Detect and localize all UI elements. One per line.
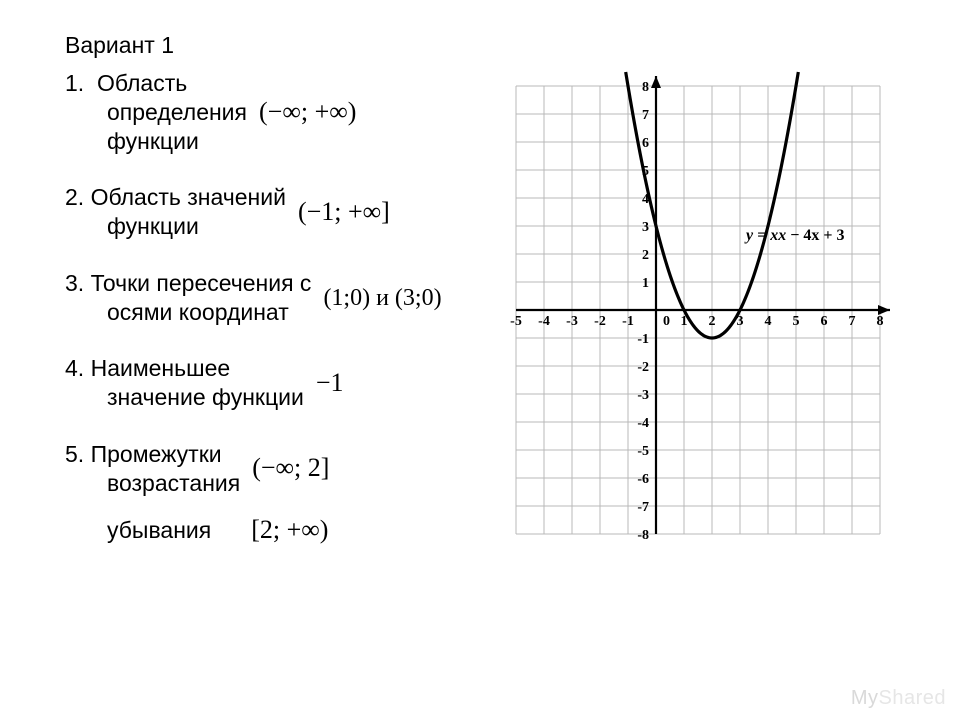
item-1-line0: Область: [97, 70, 187, 96]
item-1-num: 1.: [65, 70, 84, 96]
svg-text:8: 8: [642, 80, 649, 95]
item-3-num: 3.: [65, 270, 84, 296]
item-5-num: 5.: [65, 441, 84, 467]
svg-text:-5: -5: [510, 314, 522, 329]
watermark-shared: Shared: [879, 687, 947, 709]
svg-text:y = xx − 4x + 3: y = xx − 4x + 3: [744, 227, 844, 244]
item-5-formula: (−∞; 2]: [252, 452, 329, 485]
item-3-line1: осями координат: [65, 298, 311, 327]
svg-text:-5: -5: [637, 444, 649, 459]
item-4: 4. Наименьшее значение функции −1: [65, 354, 485, 412]
item-5-text: 5. Промежутки возрастания: [65, 440, 240, 498]
item-4-text: 4. Наименьшее значение функции: [65, 354, 304, 412]
svg-text:-6: -6: [637, 472, 649, 487]
svg-text:-2: -2: [594, 314, 606, 329]
watermark-my: My: [851, 687, 879, 709]
item-2-text: 2. Область значений функции: [65, 183, 286, 241]
item-4-line0: Наименьшее: [91, 355, 231, 381]
svg-text:-8: -8: [637, 528, 649, 543]
item-2: 2. Область значений функции (−1; +∞]: [65, 183, 485, 241]
item-3-formula: (1;0) и (3;0): [323, 283, 441, 313]
item-2-line1: функции: [65, 212, 286, 241]
sub-item: убывания [2; +∞): [65, 515, 485, 545]
svg-text:2: 2: [709, 314, 716, 329]
text-column: Вариант 1 1. Область определения функции…: [65, 32, 485, 545]
item-5-line1: возрастания: [65, 469, 240, 498]
svg-text:-2: -2: [637, 360, 649, 375]
svg-text:7: 7: [642, 108, 649, 123]
svg-text:2: 2: [642, 248, 649, 263]
item-1-formula: (−∞; +∞): [259, 96, 356, 129]
svg-text:-1: -1: [622, 314, 634, 329]
item-4-formula: −1: [316, 367, 344, 400]
item-4-line1: значение функции: [65, 383, 304, 412]
item-1-line2: функции: [65, 127, 247, 156]
item-1: 1. Область определения функции (−∞; +∞): [65, 69, 485, 155]
page: Вариант 1 1. Область определения функции…: [0, 0, 960, 720]
item-3: 3. Точки пересечения с осями координат (…: [65, 269, 485, 327]
watermark: MyShared: [851, 687, 946, 710]
svg-text:5: 5: [793, 314, 800, 329]
item-2-line0: Область значений: [91, 184, 286, 210]
variant-title: Вариант 1: [65, 32, 485, 59]
item-3-line0: Точки пересечения с: [91, 270, 312, 296]
item-1-text: 1. Область определения функции: [65, 69, 247, 155]
svg-text:-4: -4: [538, 314, 550, 329]
item-1-line1: определения: [65, 98, 247, 127]
svg-text:-1: -1: [637, 332, 649, 347]
svg-text:-3: -3: [637, 388, 649, 403]
chart: -5-4-3-2-112345678012345678-1-2-3-4-5-6-…: [500, 70, 896, 550]
svg-text:-7: -7: [637, 500, 649, 515]
svg-text:6: 6: [642, 136, 649, 151]
item-5: 5. Промежутки возрастания (−∞; 2]: [65, 440, 485, 498]
item-2-num: 2.: [65, 184, 84, 210]
svg-text:6: 6: [821, 314, 828, 329]
svg-text:3: 3: [642, 220, 649, 235]
item-4-num: 4.: [65, 355, 84, 381]
item-5-line0: Промежутки: [91, 441, 222, 467]
chart-svg: -5-4-3-2-112345678012345678-1-2-3-4-5-6-…: [500, 70, 896, 550]
sub-item-formula: [2; +∞): [251, 515, 328, 545]
svg-text:8: 8: [877, 314, 884, 329]
svg-text:-4: -4: [637, 416, 649, 431]
svg-text:1: 1: [642, 276, 649, 291]
svg-text:-3: -3: [566, 314, 578, 329]
svg-text:4: 4: [765, 314, 772, 329]
svg-text:0: 0: [663, 314, 670, 329]
sub-item-label: убывания: [107, 517, 211, 544]
item-2-formula: (−1; +∞]: [298, 196, 390, 229]
svg-text:7: 7: [849, 314, 856, 329]
item-3-text: 3. Точки пересечения с осями координат: [65, 269, 311, 327]
